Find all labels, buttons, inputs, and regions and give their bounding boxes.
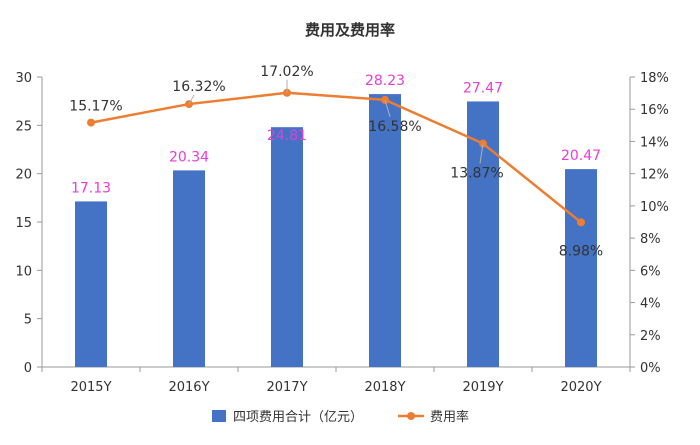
bar-data-label: 24.81: [267, 128, 307, 144]
bar: [565, 169, 597, 367]
line-data-label: 17.02%: [260, 64, 313, 80]
line-data-label: 13.87%: [450, 166, 503, 182]
line-data-label: 8.98%: [559, 243, 603, 259]
x-tick-label: 2018Y: [364, 380, 405, 395]
chart-title: 费用及费用率: [305, 21, 395, 39]
x-tick-label: 2017Y: [266, 380, 307, 395]
bar-data-label: 20.34: [169, 149, 209, 165]
y-right-tick-label: 4%: [640, 297, 661, 312]
y-left-tick-label: 20: [15, 168, 32, 183]
line-label-leader: [384, 99, 391, 118]
y-right-tick-label: 8%: [640, 232, 661, 247]
y-left-tick-label: 0: [24, 361, 32, 376]
legend-label-bars: 四项费用合计（亿元）: [233, 410, 363, 425]
x-tick-label: 2016Y: [168, 380, 209, 395]
rate-line: [90, 91, 582, 224]
y-right-tick-label: 12%: [640, 168, 669, 183]
y-left-tick-label: 10: [15, 264, 32, 279]
y-right-tick-label: 18%: [640, 71, 669, 86]
x-tick-label: 2020Y: [560, 380, 601, 395]
bar-data-label: 17.13: [71, 180, 111, 196]
bar-data-label: 28.23: [365, 73, 405, 89]
line-data-label: 16.32%: [172, 79, 225, 95]
y-left-tick-label: 5: [24, 313, 32, 328]
bar: [369, 94, 401, 368]
y-right-tick-label: 6%: [640, 264, 661, 279]
y-right-tick-label: 16%: [640, 103, 669, 118]
legend-swatch-bars: [212, 410, 226, 422]
y-left-tick-label: 30: [15, 71, 32, 86]
x-tick-label: 2015Y: [70, 380, 111, 395]
bar-data-label: 20.47: [561, 148, 601, 164]
bar-data-label: 27.47: [463, 80, 503, 96]
y-right-tick-label: 2%: [640, 329, 661, 344]
y-right-tick-label: 14%: [640, 135, 669, 150]
rate-point: [577, 218, 585, 227]
y-left-tick-label: 15: [15, 216, 32, 231]
line-data-label: 15.17%: [69, 99, 122, 115]
bar: [75, 201, 107, 367]
line-data-label: 16.58%: [368, 119, 421, 135]
y-right-tick-label: 10%: [640, 200, 669, 215]
legend-marker-rate: [407, 412, 415, 420]
x-tick-label: 2019Y: [462, 380, 503, 395]
bar: [271, 127, 303, 367]
y-right-tick-label: 0%: [640, 361, 661, 376]
rate-point: [87, 118, 95, 127]
bar: [173, 170, 205, 367]
y-left-tick-label: 25: [15, 119, 32, 134]
legend-label-rate: 费用率: [430, 409, 469, 425]
line-label-leader: [479, 143, 484, 164]
line-label-leader: [188, 94, 195, 105]
